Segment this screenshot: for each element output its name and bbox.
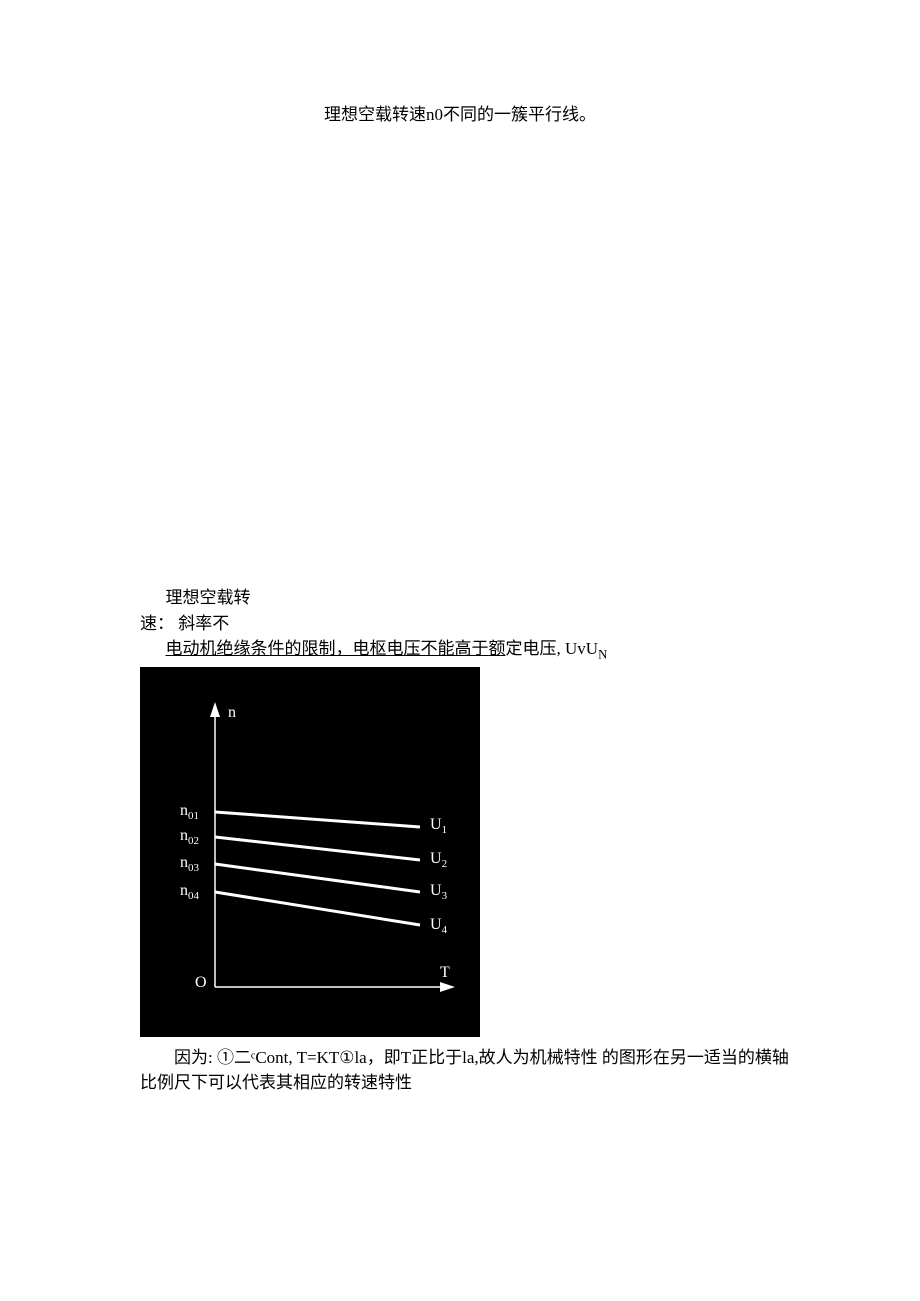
series-3-right-label: U3 <box>430 882 448 902</box>
y-axis-arrow <box>210 702 220 717</box>
series-4-right-label: U4 <box>430 916 448 936</box>
series-4-left-label: n04 <box>180 882 200 902</box>
para2-tail-plain: 定电压, Uv <box>506 639 586 658</box>
series-line-2 <box>215 837 420 860</box>
series-line-3 <box>215 864 420 892</box>
para2-sym: U <box>586 639 598 658</box>
body-para-3: 因为: ①二ᶜCont, T=KT①la，即T正比于la,故人为机械特性 的图形… <box>140 1045 800 1096</box>
series-3-left-label: n03 <box>180 854 200 874</box>
title-line: 理想空载转速n0不同的一簇平行线。 <box>0 100 920 125</box>
para1-line1: 理想空载转 <box>140 585 800 611</box>
series-1-left-label: n01 <box>180 802 199 822</box>
para1-line2: 速： 斜率不 <box>140 611 800 637</box>
origin-label: O <box>195 974 207 991</box>
series-line-4 <box>215 892 420 925</box>
series-1-right-label: U1 <box>430 816 447 836</box>
series-2-left-label: n02 <box>180 827 199 847</box>
series-2-right-label: U2 <box>430 850 447 870</box>
y-axis-label: n <box>228 704 236 721</box>
mechanical-characteristic-chart: n T O n01 U1 n02 U2 <box>140 667 480 1037</box>
body-para-2: 电动机绝缘条件的限制，电枢电压不能高于额定电压, UvUN <box>140 636 800 665</box>
x-axis-arrow <box>440 982 455 992</box>
document-page: 理想空载转速n0不同的一簇平行线。 理想空载转 速： 斜率不 电动机绝缘条件的限… <box>0 0 920 1301</box>
chart-svg: n T O n01 U1 n02 U2 <box>140 667 480 1037</box>
para2-sub: N <box>598 647 607 661</box>
series-line-1 <box>215 812 420 827</box>
para2-underlined: 电动机绝缘条件的限制，电枢电压不能高于额 <box>166 639 506 658</box>
body-para-1: 理想空载转 速： 斜率不 <box>140 585 800 636</box>
x-axis-label: T <box>440 964 450 981</box>
